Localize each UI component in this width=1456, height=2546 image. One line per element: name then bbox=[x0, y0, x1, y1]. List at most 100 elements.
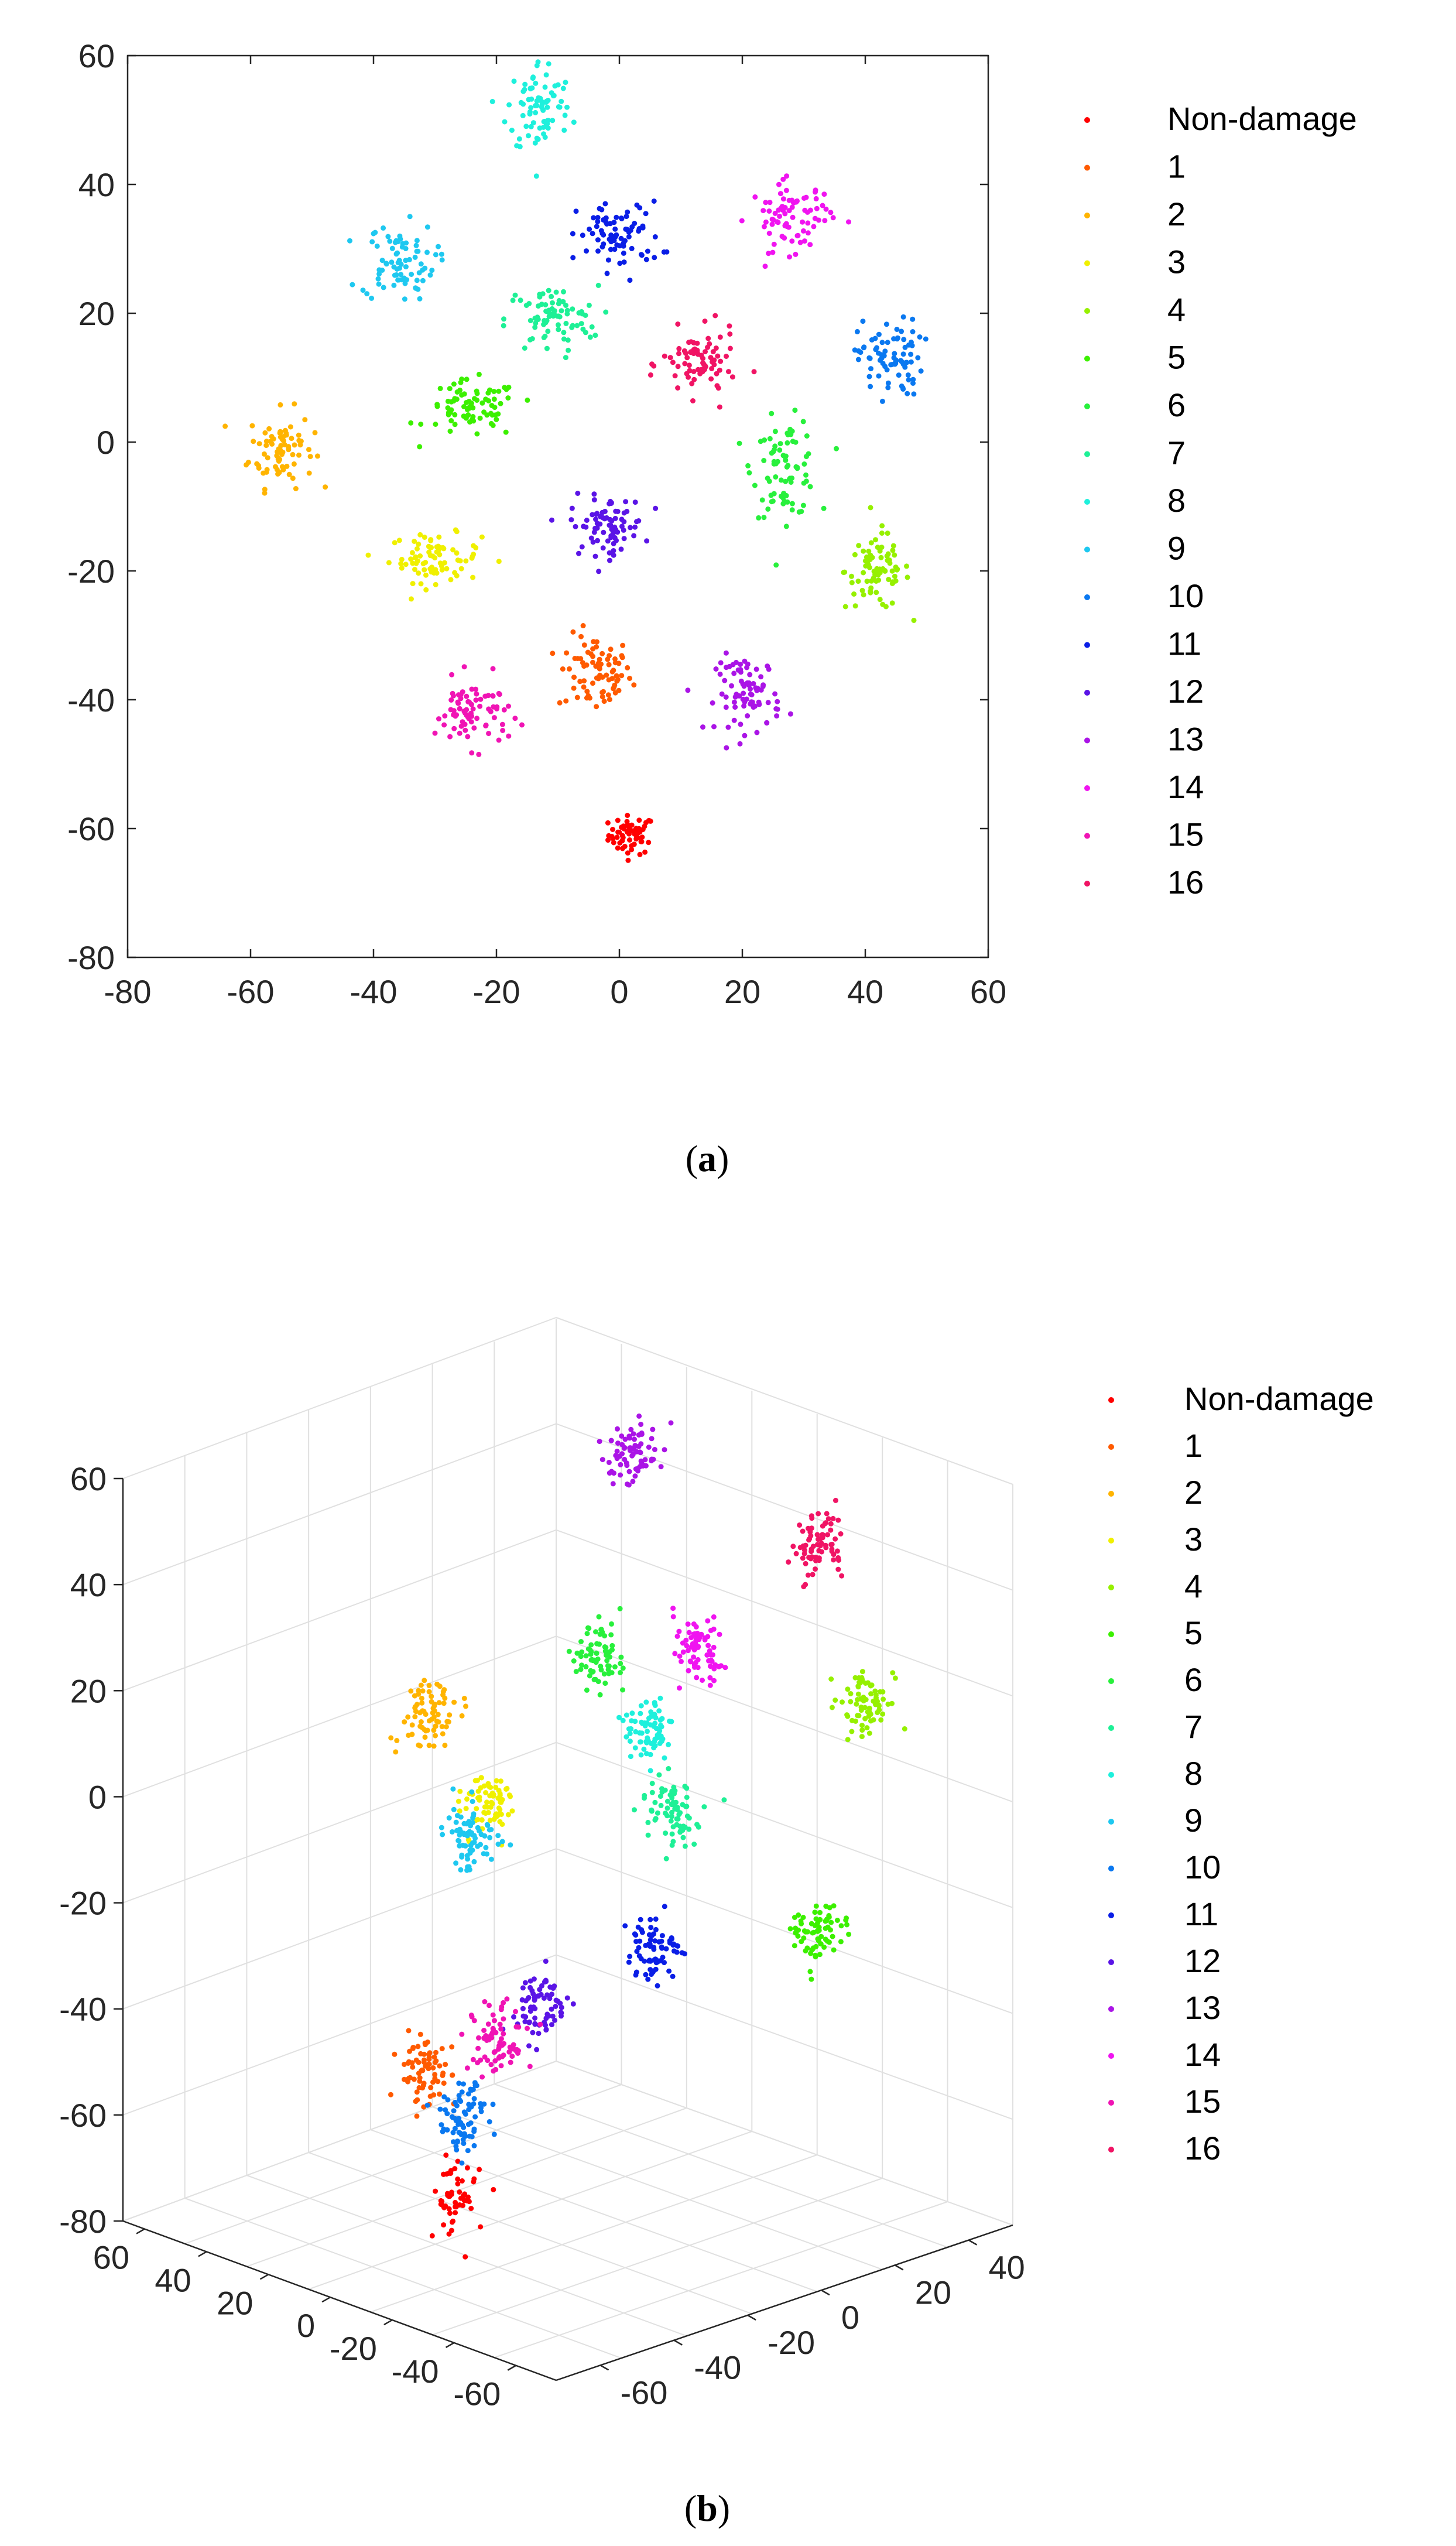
data-point bbox=[276, 446, 282, 452]
data-point bbox=[830, 1934, 835, 1939]
y-tick-mark bbox=[968, 2239, 978, 2246]
data-point bbox=[568, 517, 574, 523]
data-point bbox=[852, 603, 858, 609]
data-point bbox=[798, 1918, 804, 1924]
legend-label: 10 bbox=[1167, 577, 1204, 614]
data-point bbox=[637, 1730, 643, 1736]
data-point bbox=[438, 2198, 444, 2203]
data-point bbox=[745, 463, 751, 468]
data-point bbox=[499, 721, 505, 727]
data-point bbox=[591, 215, 597, 221]
data-point bbox=[418, 1719, 424, 1724]
data-point bbox=[848, 1691, 854, 1696]
data-point bbox=[910, 316, 916, 322]
data-point bbox=[609, 1469, 615, 1474]
data-point bbox=[481, 1783, 487, 1789]
data-point bbox=[736, 440, 742, 446]
data-point bbox=[717, 367, 722, 373]
data-point bbox=[431, 1727, 437, 1733]
data-point bbox=[455, 557, 461, 563]
data-point bbox=[861, 548, 866, 554]
data-point bbox=[607, 550, 612, 556]
data-point bbox=[536, 2031, 542, 2037]
data-point bbox=[619, 516, 625, 522]
data-point bbox=[811, 1929, 817, 1935]
data-point bbox=[855, 1684, 861, 1690]
data-point bbox=[868, 366, 873, 372]
data-point bbox=[620, 1717, 626, 1723]
right-wall-grid-line bbox=[556, 1848, 1013, 2014]
data-point bbox=[424, 249, 430, 255]
data-point bbox=[262, 487, 268, 492]
data-point bbox=[612, 682, 618, 688]
cluster-3d-15 bbox=[459, 1996, 543, 2080]
data-point bbox=[855, 1713, 861, 1719]
data-point bbox=[622, 844, 628, 849]
data-point bbox=[456, 1838, 462, 1844]
data-point bbox=[544, 345, 550, 351]
data-point bbox=[674, 1806, 680, 1812]
x-tick-mark bbox=[321, 2297, 331, 2303]
right-wall-grid-line bbox=[556, 1317, 1013, 1485]
data-point bbox=[653, 1926, 659, 1932]
data-point bbox=[667, 1792, 673, 1798]
data-point bbox=[628, 1447, 633, 1453]
data-point bbox=[414, 278, 420, 283]
data-point bbox=[440, 2128, 446, 2134]
data-point bbox=[409, 1722, 415, 1728]
data-point bbox=[868, 590, 873, 596]
data-point bbox=[878, 555, 884, 560]
data-point bbox=[474, 716, 480, 721]
data-point bbox=[591, 497, 597, 503]
data-point bbox=[399, 565, 405, 571]
data-point bbox=[436, 716, 441, 722]
data-point bbox=[594, 644, 599, 650]
y-tick-label: 20 bbox=[78, 295, 115, 332]
data-point bbox=[477, 1828, 482, 1834]
data-point bbox=[616, 661, 622, 666]
data-point bbox=[391, 282, 397, 288]
data-point bbox=[453, 2199, 458, 2205]
data-point bbox=[674, 1943, 680, 1949]
data-point bbox=[583, 313, 588, 318]
data-point bbox=[424, 1727, 430, 1733]
data-point bbox=[786, 208, 792, 214]
legend-label: 3 bbox=[1184, 1521, 1203, 1558]
data-point bbox=[789, 238, 795, 244]
data-point bbox=[753, 666, 759, 672]
data-point bbox=[918, 368, 924, 374]
data-point bbox=[454, 1813, 460, 1819]
data-point bbox=[495, 1833, 501, 1839]
data-point bbox=[838, 1531, 844, 1537]
data-point bbox=[607, 697, 612, 703]
data-point bbox=[627, 676, 632, 681]
data-point bbox=[668, 1818, 674, 1824]
data-point bbox=[623, 214, 629, 220]
data-point bbox=[790, 1544, 796, 1549]
data-point bbox=[437, 560, 443, 566]
data-point bbox=[432, 730, 438, 736]
data-point bbox=[376, 281, 382, 287]
data-point bbox=[902, 1726, 907, 1731]
data-point bbox=[670, 1973, 676, 1979]
data-point bbox=[452, 2126, 458, 2131]
data-point bbox=[437, 2091, 443, 2097]
data-point bbox=[516, 136, 522, 142]
data-point bbox=[772, 691, 778, 697]
data-point bbox=[483, 1845, 489, 1850]
data-point bbox=[470, 574, 476, 580]
legend-label: 12 bbox=[1184, 1942, 1221, 1979]
data-point bbox=[905, 372, 911, 378]
data-point bbox=[424, 2102, 430, 2108]
data-point bbox=[675, 364, 681, 369]
data-point bbox=[638, 1703, 644, 1709]
data-point bbox=[619, 838, 625, 844]
data-point bbox=[498, 401, 503, 406]
data-point bbox=[738, 678, 744, 684]
data-point bbox=[647, 1943, 653, 1949]
data-point bbox=[609, 1621, 614, 1627]
data-point bbox=[369, 239, 375, 245]
data-point bbox=[892, 1675, 898, 1681]
data-point bbox=[638, 839, 644, 844]
data-point bbox=[773, 474, 779, 480]
